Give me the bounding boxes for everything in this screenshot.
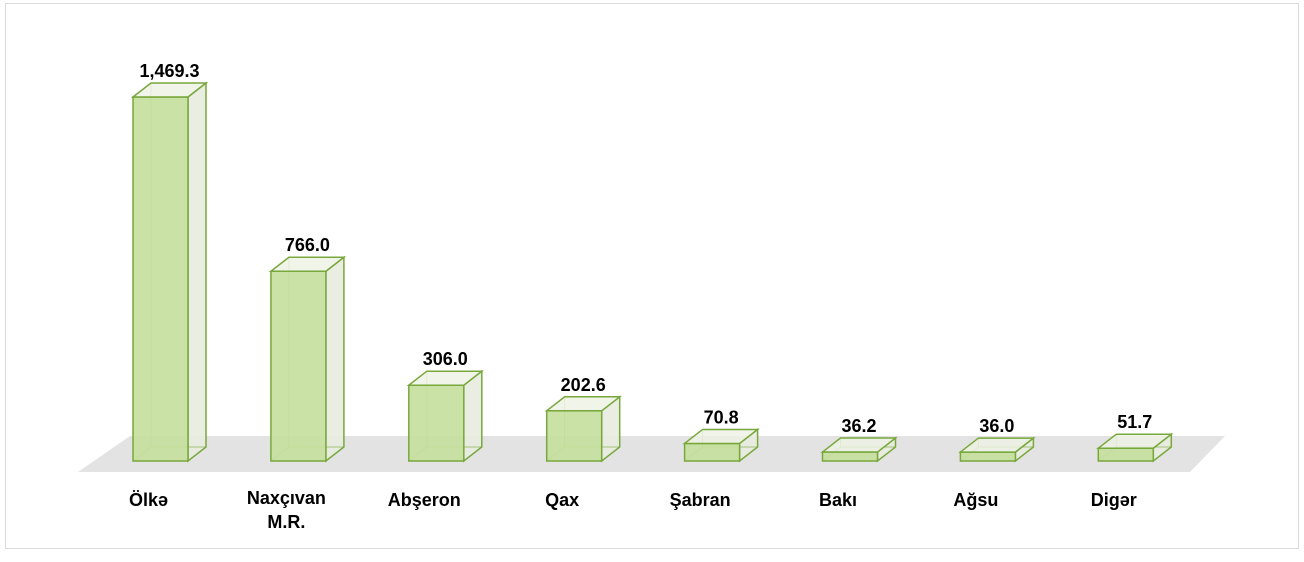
x-tick-label-line: M.R. bbox=[267, 512, 305, 532]
data-label: 51.7 bbox=[1117, 412, 1152, 432]
x-tick-label: Ağsu bbox=[953, 490, 998, 510]
bar bbox=[683, 442, 741, 462]
x-tick-label: Şabran bbox=[670, 490, 731, 510]
bar bbox=[132, 96, 189, 462]
bar-side bbox=[325, 255, 345, 463]
floor bbox=[78, 436, 1225, 472]
bar bbox=[270, 270, 327, 462]
x-tick-label: Digər bbox=[1091, 490, 1137, 510]
bar-side bbox=[187, 81, 207, 463]
data-label: 766.0 bbox=[285, 235, 330, 255]
x-tick-label: Qax bbox=[545, 490, 579, 510]
data-label: 202.6 bbox=[561, 375, 606, 395]
bar-top bbox=[268, 256, 347, 272]
bar bbox=[408, 384, 465, 462]
x-tick-label-line: Naxçıvan bbox=[247, 488, 326, 508]
data-label: 306.0 bbox=[423, 349, 468, 369]
bar-top bbox=[406, 370, 484, 386]
x-tick-label: Bakı bbox=[819, 490, 857, 510]
bar bbox=[1097, 447, 1155, 462]
bar bbox=[959, 451, 1017, 462]
bar-top bbox=[130, 82, 209, 98]
bar-top bbox=[820, 437, 898, 453]
data-label: 70.8 bbox=[704, 407, 739, 427]
x-tick-label: Abşeron bbox=[388, 490, 461, 510]
data-label: 36.2 bbox=[841, 416, 876, 436]
bar-top bbox=[544, 396, 622, 412]
bar-top bbox=[682, 428, 760, 445]
bar bbox=[545, 410, 603, 462]
data-label: 36.0 bbox=[979, 416, 1014, 436]
bar-top bbox=[958, 437, 1036, 453]
x-tick-label: Ölkə bbox=[129, 490, 168, 510]
x-tick-label: Naxçıvan M.R. bbox=[247, 488, 326, 532]
bar-side bbox=[463, 369, 483, 463]
bar bbox=[821, 451, 879, 462]
data-label: 1,469.3 bbox=[139, 61, 199, 81]
bar-top bbox=[1096, 433, 1174, 449]
